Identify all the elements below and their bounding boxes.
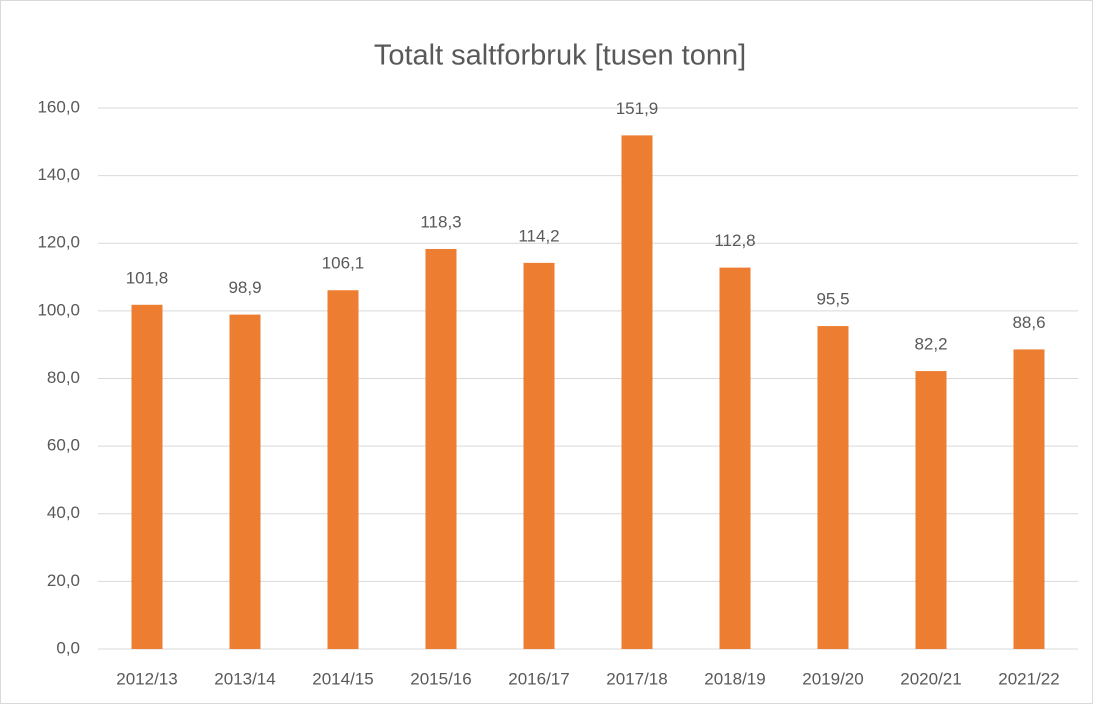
value-label: 151,9 (616, 99, 659, 118)
value-label: 106,1 (322, 254, 365, 273)
value-label: 114,2 (518, 226, 559, 245)
y-tick-label: 100,0 (37, 300, 80, 319)
value-label: 101,8 (126, 268, 169, 287)
x-tick-label: 2020/21 (900, 669, 961, 688)
bar (719, 267, 751, 649)
bar (327, 290, 359, 649)
x-tick-label: 2014/15 (312, 669, 373, 688)
x-tick-label: 2017/18 (606, 669, 667, 688)
y-tick-label: 160,0 (37, 97, 80, 116)
x-tick-label: 2018/19 (704, 669, 765, 688)
bar (1013, 349, 1045, 649)
bar (817, 326, 849, 649)
bar (229, 314, 261, 649)
bar (621, 135, 653, 649)
x-tick-label: 2015/16 (410, 669, 471, 688)
y-tick-label: 60,0 (47, 436, 80, 455)
y-tick-label: 0,0 (56, 638, 80, 657)
y-tick-label: 20,0 (47, 571, 80, 590)
value-label: 98,9 (228, 278, 261, 297)
x-tick-label: 2016/17 (508, 669, 569, 688)
bar (523, 262, 555, 649)
value-label: 118,3 (420, 212, 461, 231)
x-tick-label: 2012/13 (116, 669, 177, 688)
y-tick-label: 80,0 (47, 368, 80, 387)
bar (425, 248, 457, 650)
x-tick-label: 2013/14 (214, 669, 275, 688)
chart-title: Totalt saltforbruk [tusen tonn] (374, 40, 746, 72)
y-tick-label: 140,0 (37, 165, 80, 184)
value-label: 112,8 (714, 231, 755, 250)
value-label: 95,5 (816, 290, 849, 309)
y-tick-label: 120,0 (37, 233, 80, 252)
x-tick-label: 2019/20 (802, 669, 863, 688)
bar (131, 304, 163, 649)
y-tick-label: 40,0 (47, 503, 80, 522)
x-tick-label: 2021/22 (998, 669, 1059, 688)
value-label: 82,2 (914, 335, 947, 354)
bar (915, 371, 947, 649)
value-label: 88,6 (1012, 313, 1045, 332)
